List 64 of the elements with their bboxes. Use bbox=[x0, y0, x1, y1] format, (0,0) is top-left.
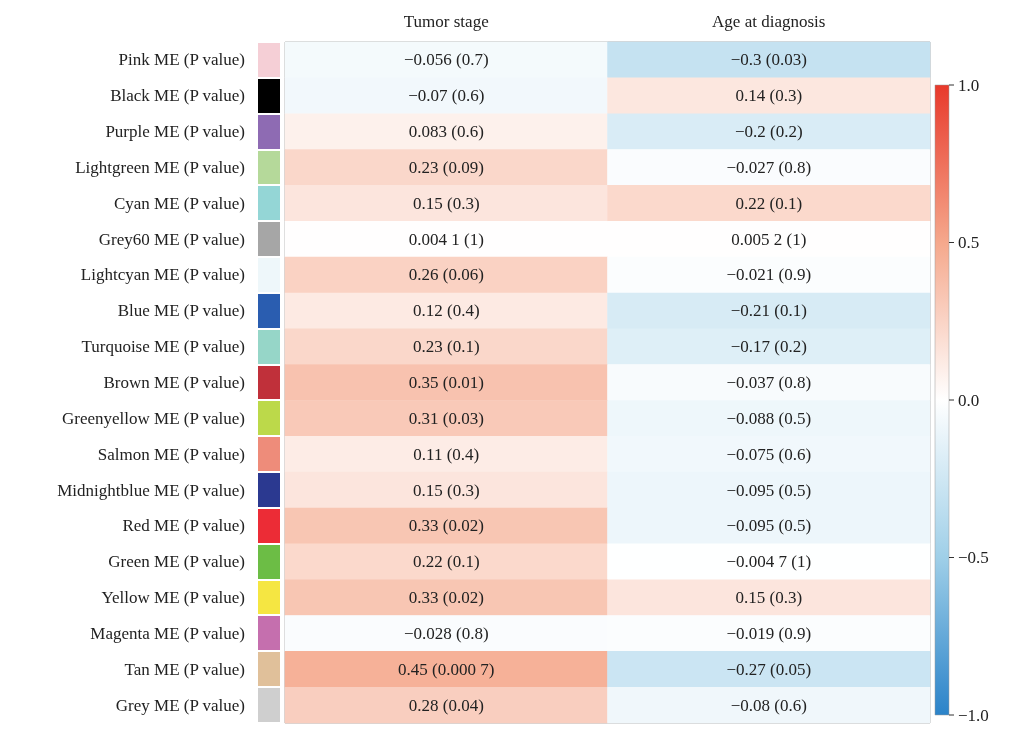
data-label: −0.3 (0.03) bbox=[730, 50, 807, 70]
data-label: 0.005 2 (1) bbox=[731, 229, 807, 249]
y-tick-label: Midnightblue ME (P value) bbox=[57, 480, 245, 500]
y-tick-label: Salmon ME (P value) bbox=[97, 444, 245, 464]
data-label: 0.26 (0.06) bbox=[408, 265, 484, 285]
data-label: 0.23 (0.1) bbox=[412, 337, 480, 357]
y-tick-label: Red ME (P value) bbox=[122, 516, 245, 536]
y-tick-label: Tan ME (P value) bbox=[124, 659, 245, 679]
y-tick-label: Purple ME (P value) bbox=[105, 122, 245, 142]
data-label: 0.28 (0.04) bbox=[408, 695, 484, 715]
data-label: −0.088 (0.5) bbox=[726, 408, 812, 428]
data-label: 0.083 (0.6) bbox=[408, 122, 484, 142]
data-label: 0.15 (0.3) bbox=[412, 193, 480, 213]
data-label: −0.027 (0.8) bbox=[726, 157, 812, 177]
y-tick-label: Lightcyan ME (P value) bbox=[80, 265, 245, 285]
data-label: −0.021 (0.9) bbox=[726, 265, 812, 285]
data-label: 0.23 (0.09) bbox=[408, 157, 484, 177]
color-bar-label: 1.0 bbox=[958, 75, 980, 95]
y-tick-label: Grey60 ME (P value) bbox=[98, 229, 245, 249]
data-label: 0.31 (0.03) bbox=[408, 408, 484, 428]
data-label: −0.27 (0.05) bbox=[726, 659, 812, 679]
data-label: −0.004 7 (1) bbox=[726, 552, 812, 572]
y-tick-label: Brown ME (P value) bbox=[103, 373, 245, 392]
data-label: −0.019 (0.9) bbox=[726, 623, 812, 643]
y-tick-label: Cyan ME (P value) bbox=[113, 193, 245, 213]
color-bar-label: −0.5 bbox=[958, 548, 989, 567]
color-bar-label: 0.0 bbox=[958, 390, 980, 410]
data-label: −0.17 (0.2) bbox=[730, 337, 807, 357]
data-label: 0.12 (0.4) bbox=[412, 301, 480, 321]
data-label: −0.07 (0.6) bbox=[408, 86, 485, 106]
data-label: 0.14 (0.3) bbox=[735, 86, 803, 106]
data-label: 0.22 (0.1) bbox=[735, 193, 803, 213]
data-label: −0.2 (0.2) bbox=[734, 122, 803, 142]
color-bar-label: 0.5 bbox=[958, 233, 980, 252]
x-tick-label: Age at diagnosis bbox=[712, 12, 826, 31]
y-tick-label: Magenta ME (P value) bbox=[90, 623, 245, 643]
data-label: 0.22 (0.1) bbox=[412, 552, 480, 572]
y-tick-label: Pink ME (P value) bbox=[118, 50, 245, 70]
data-label: −0.056 (0.7) bbox=[403, 50, 489, 70]
y-tick-label: Yellow ME (P value) bbox=[101, 588, 245, 608]
x-tick-label: Tumor stage bbox=[403, 12, 489, 31]
data-label: 0.15 (0.3) bbox=[412, 480, 480, 500]
data-label: 0.33 (0.02) bbox=[408, 588, 484, 608]
y-tick-label: Green ME (P value) bbox=[108, 552, 245, 572]
data-label: 0.15 (0.3) bbox=[735, 588, 803, 608]
data-label: −0.075 (0.6) bbox=[726, 444, 812, 464]
data-label: 0.11 (0.4) bbox=[413, 444, 480, 464]
y-tick-label: Turquoise ME (P value) bbox=[81, 337, 245, 357]
data-label: 0.004 1 (1) bbox=[408, 229, 484, 249]
y-tick-label: Grey ME (P value) bbox=[115, 695, 245, 715]
color-bar-label: −1.0 bbox=[958, 705, 989, 725]
data-label: −0.028 (0.8) bbox=[403, 623, 489, 643]
data-label: 0.35 (0.01) bbox=[408, 373, 484, 392]
data-label: 0.45 (0.000 7) bbox=[398, 659, 495, 679]
y-tick-label: Greenyellow ME (P value) bbox=[61, 408, 245, 428]
y-tick-label: Lightgreen ME (P value) bbox=[75, 157, 245, 177]
y-tick-label: Blue ME (P value) bbox=[117, 301, 245, 321]
y-tick-label: Black ME (P value) bbox=[110, 86, 245, 106]
data-label: −0.095 (0.5) bbox=[726, 516, 812, 536]
data-label: 0.33 (0.02) bbox=[408, 516, 484, 536]
data-label: −0.095 (0.5) bbox=[726, 480, 812, 500]
data-label: −0.21 (0.1) bbox=[730, 301, 807, 321]
data-label: −0.037 (0.8) bbox=[726, 373, 812, 392]
data-label: −0.08 (0.6) bbox=[730, 695, 807, 715]
